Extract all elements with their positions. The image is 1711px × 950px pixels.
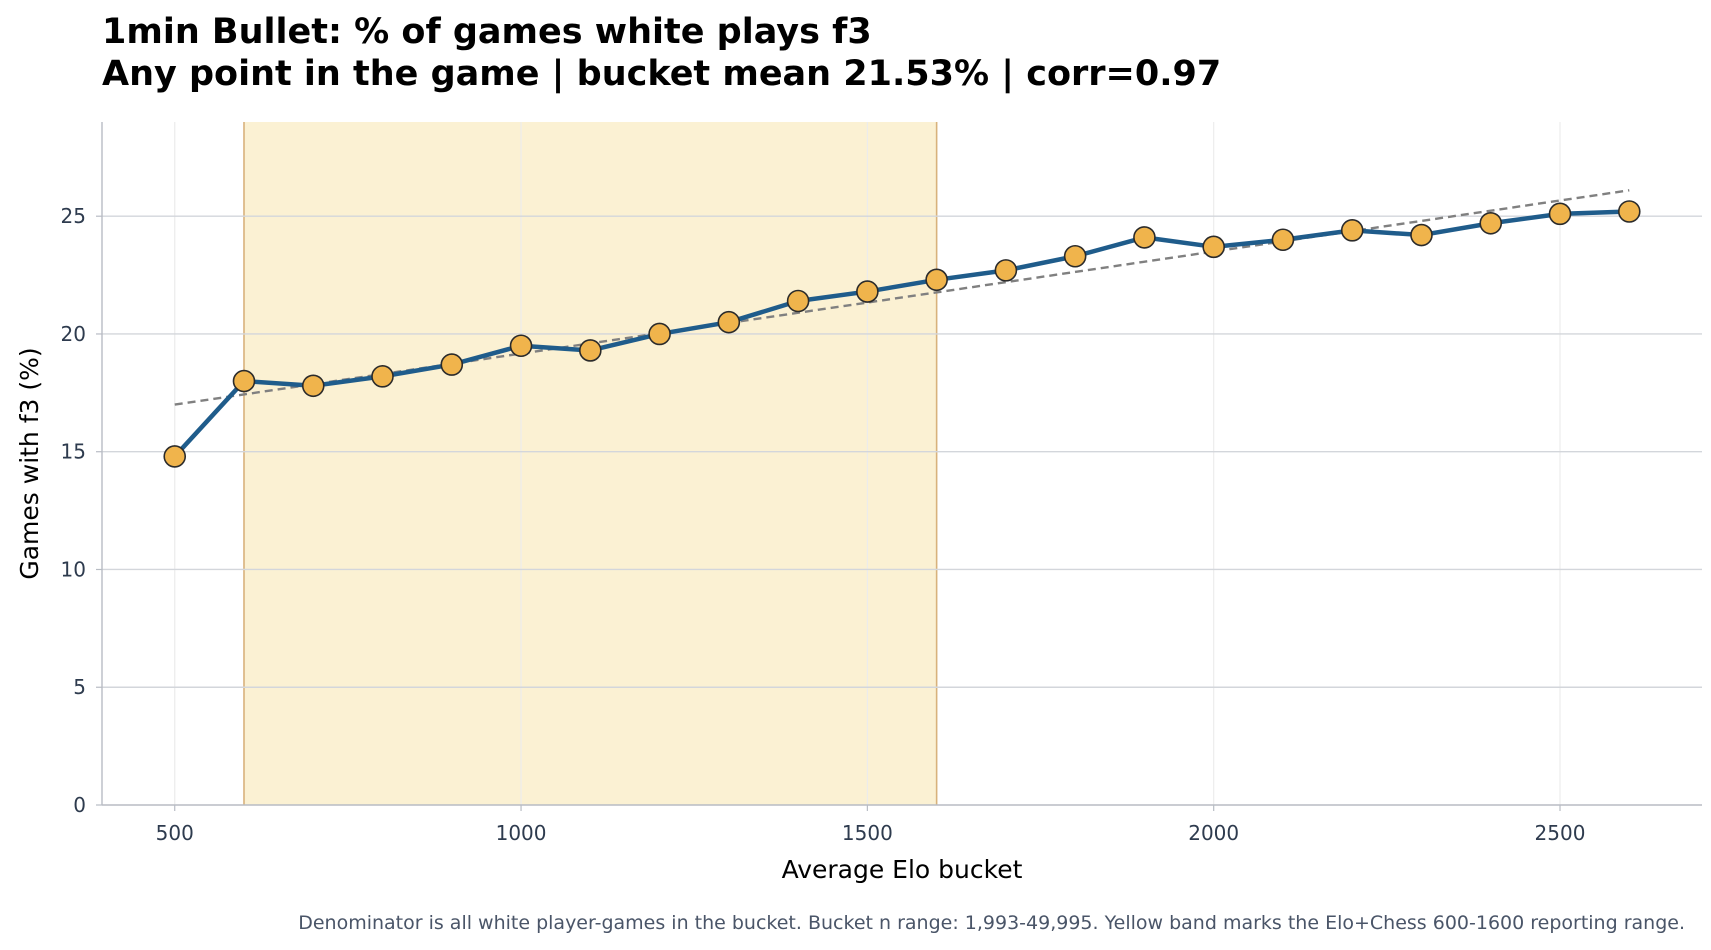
chart-footnote: Denominator is all white player-games in…: [298, 912, 1685, 934]
y-tick-label: 20: [61, 322, 86, 346]
trend-line: [174, 189, 1630, 406]
x-tick-label: 2000: [1188, 821, 1239, 845]
data-point: [856, 280, 879, 303]
data-point: [509, 334, 533, 358]
data-point: [1410, 223, 1433, 247]
data-series: [163, 200, 1641, 468]
y-tick-label: 15: [61, 440, 86, 464]
data-point: [648, 322, 671, 346]
data-point: [301, 374, 325, 398]
data-point: [579, 339, 602, 362]
line-chart: 500 1000 1500 2000 2500 0 5 10 15 20 25 Average El…: [15, 122, 1702, 884]
y-axis-label: Games with f3 (%): [15, 347, 44, 579]
reporting-range-band: [243, 122, 938, 805]
data-point: [1202, 235, 1225, 259]
band-fill: [243, 122, 937, 805]
data-point: [1133, 226, 1156, 249]
y-tick-label: 10: [61, 557, 86, 581]
data-point: [1340, 219, 1364, 242]
data-point: [163, 445, 187, 468]
tick-labels: 500 1000 1500 2000 2500 0 5 10 15 20 25: [61, 204, 1586, 845]
x-axis-label: Average Elo bucket: [782, 855, 1023, 884]
data-point: [717, 310, 741, 334]
data-point: [925, 268, 948, 292]
data-point: [232, 369, 256, 393]
series-line: [172, 209, 1632, 459]
data-point: [1617, 200, 1641, 223]
x-tick-label: 1500: [842, 821, 893, 845]
y-tick-label: 25: [61, 204, 86, 228]
data-point: [1063, 244, 1087, 268]
x-tick-label: 500: [156, 821, 194, 845]
chart-title: 1min Bullet: % of games white plays f3: [102, 12, 872, 52]
data-point: [1271, 228, 1295, 252]
y-tick-label: 0: [73, 793, 86, 817]
data-point: [786, 289, 810, 313]
trend-line-dashed: [174, 189, 1630, 406]
x-tick-label: 1000: [496, 821, 547, 845]
data-point: [1548, 202, 1572, 226]
data-point: [1479, 211, 1503, 235]
chart-subtitle: Any point in the game | bucket mean 21.5…: [102, 54, 1222, 94]
y-tick-label: 5: [73, 675, 86, 699]
data-point: [440, 353, 464, 376]
data-point: [994, 259, 1018, 282]
x-tick-label: 2500: [1535, 821, 1586, 845]
axes: [101, 122, 1702, 806]
data-point: [371, 365, 394, 388]
